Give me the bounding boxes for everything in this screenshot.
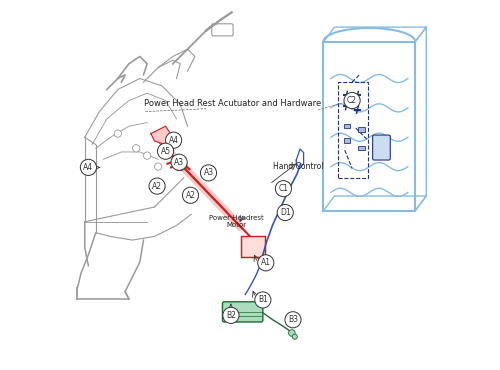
Circle shape	[200, 165, 216, 181]
FancyBboxPatch shape	[372, 135, 390, 160]
Circle shape	[288, 330, 295, 336]
Bar	[344, 124, 350, 128]
Text: B3: B3	[288, 315, 298, 324]
Circle shape	[158, 143, 174, 159]
Text: Power Headrest
Motor: Power Headrest Motor	[208, 215, 264, 228]
Circle shape	[223, 307, 239, 323]
Bar	[358, 146, 365, 150]
Bar	[176, 165, 182, 169]
Text: A2: A2	[152, 182, 162, 191]
Circle shape	[292, 334, 298, 339]
Circle shape	[114, 130, 122, 137]
Circle shape	[166, 132, 182, 148]
Circle shape	[171, 154, 187, 170]
Text: D1: D1	[280, 208, 290, 217]
Text: A2: A2	[186, 191, 196, 200]
Text: C1: C1	[278, 184, 288, 193]
Circle shape	[276, 181, 291, 197]
Text: C2: C2	[347, 96, 357, 105]
Circle shape	[285, 312, 301, 328]
Bar	[344, 138, 350, 143]
Text: Hand Control: Hand Control	[273, 162, 324, 171]
Circle shape	[344, 92, 360, 109]
Text: A3: A3	[204, 168, 214, 177]
Text: A5: A5	[160, 147, 170, 156]
Bar	[241, 236, 264, 257]
Circle shape	[255, 292, 271, 308]
Circle shape	[149, 178, 165, 194]
Polygon shape	[151, 126, 173, 145]
FancyBboxPatch shape	[222, 302, 263, 322]
Bar	[358, 127, 365, 132]
Text: B2: B2	[226, 311, 236, 320]
Circle shape	[182, 187, 198, 204]
Bar	[180, 164, 186, 168]
Text: Power Head Rest Acutuator and Hardware: Power Head Rest Acutuator and Hardware	[144, 99, 322, 108]
Text: A4: A4	[84, 163, 94, 172]
Circle shape	[144, 152, 151, 159]
Bar	[173, 161, 179, 166]
Circle shape	[132, 145, 140, 152]
Circle shape	[277, 205, 293, 221]
Circle shape	[154, 163, 162, 170]
Text: B1: B1	[258, 295, 268, 305]
Circle shape	[80, 159, 96, 175]
Circle shape	[258, 255, 274, 271]
Text: A1: A1	[261, 258, 271, 268]
Text: A3: A3	[174, 158, 184, 167]
Text: A4: A4	[168, 136, 178, 145]
